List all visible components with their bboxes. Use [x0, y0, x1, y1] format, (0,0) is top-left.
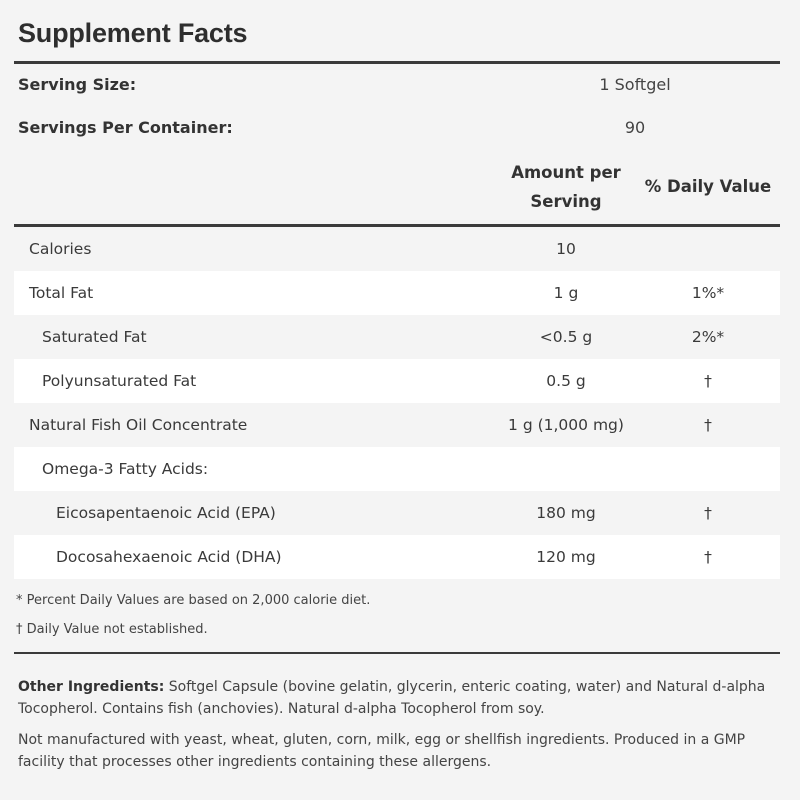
- nutrient-daily-value: 2%*: [691, 328, 725, 346]
- nutrient-daily-value: †: [704, 372, 712, 390]
- nutrient-name: Eicosapentaenoic Acid (EPA): [56, 504, 276, 522]
- nutrient-daily-value: †: [704, 416, 712, 434]
- table-row: Calories 10: [14, 227, 780, 271]
- table-row: Docosahexaenoic Acid (DHA) 120 mg †: [14, 535, 780, 579]
- nutrient-name: Calories: [29, 240, 92, 258]
- nutrient-daily-value: †: [704, 504, 712, 522]
- nutrient-name: Polyunsaturated Fat: [42, 372, 197, 390]
- allergen-statement: Not manufactured with yeast, wheat, glut…: [18, 732, 746, 770]
- other-ingredients: Other Ingredients: Softgel Capsule (bovi…: [18, 676, 778, 720]
- nutrient-amount: 180 mg: [536, 504, 596, 522]
- serving-size-label: Serving Size:: [18, 75, 137, 94]
- serving-size-value: 1 Softgel: [599, 75, 671, 94]
- nutrient-amount: 1 g: [553, 284, 579, 302]
- percent-daily-value-footnote: * Percent Daily Values are based on 2,00…: [16, 593, 371, 608]
- nutrient-name: Omega-3 Fatty Acids:: [42, 460, 209, 478]
- title-divider: [14, 61, 780, 64]
- table-row: Polyunsaturated Fat 0.5 g †: [14, 359, 780, 403]
- servings-per-container-value: 90: [624, 118, 646, 137]
- daily-value-not-established-footnote: † Daily Value not established.: [16, 622, 208, 637]
- nutrient-amount: 120 mg: [536, 548, 596, 566]
- nutrient-daily-value: †: [704, 548, 712, 566]
- table-row: Omega-3 Fatty Acids:: [14, 447, 780, 491]
- footnote-divider: [14, 652, 780, 654]
- nutrient-name: Natural Fish Oil Concentrate: [29, 416, 248, 434]
- amount-per-serving-header: Amount per Serving: [506, 158, 626, 216]
- other-ingredients-text: Softgel Capsule (bovine gelatin, glyceri…: [18, 679, 766, 717]
- daily-value-header: % Daily Value: [644, 177, 772, 196]
- amount-header-line2: Serving: [530, 192, 602, 211]
- other-ingredients-label: Other Ingredients:: [18, 679, 165, 695]
- table-row: Natural Fish Oil Concentrate 1 g (1,000 …: [14, 403, 780, 447]
- table-row: Eicosapentaenoic Acid (EPA) 180 mg †: [14, 491, 780, 535]
- panel-title: Supplement Facts: [18, 18, 248, 48]
- nutrient-name: Total Fat: [29, 284, 94, 302]
- nutrient-daily-value: 1%*: [691, 284, 725, 302]
- nutrient-name: Docosahexaenoic Acid (DHA): [56, 548, 282, 566]
- nutrient-amount: <0.5 g: [539, 328, 593, 346]
- nutrient-amount: 10: [556, 240, 576, 258]
- nutrient-amount: 0.5 g: [546, 372, 586, 390]
- nutrient-amount: 1 g (1,000 mg): [508, 416, 624, 434]
- amount-header-line1: Amount per: [511, 163, 621, 182]
- nutrient-name: Saturated Fat: [42, 328, 147, 346]
- header-divider: [14, 224, 780, 227]
- table-row: Total Fat 1 g 1%*: [14, 271, 780, 315]
- table-row: Saturated Fat <0.5 g 2%*: [14, 315, 780, 359]
- servings-per-container-label: Servings Per Container:: [18, 118, 233, 137]
